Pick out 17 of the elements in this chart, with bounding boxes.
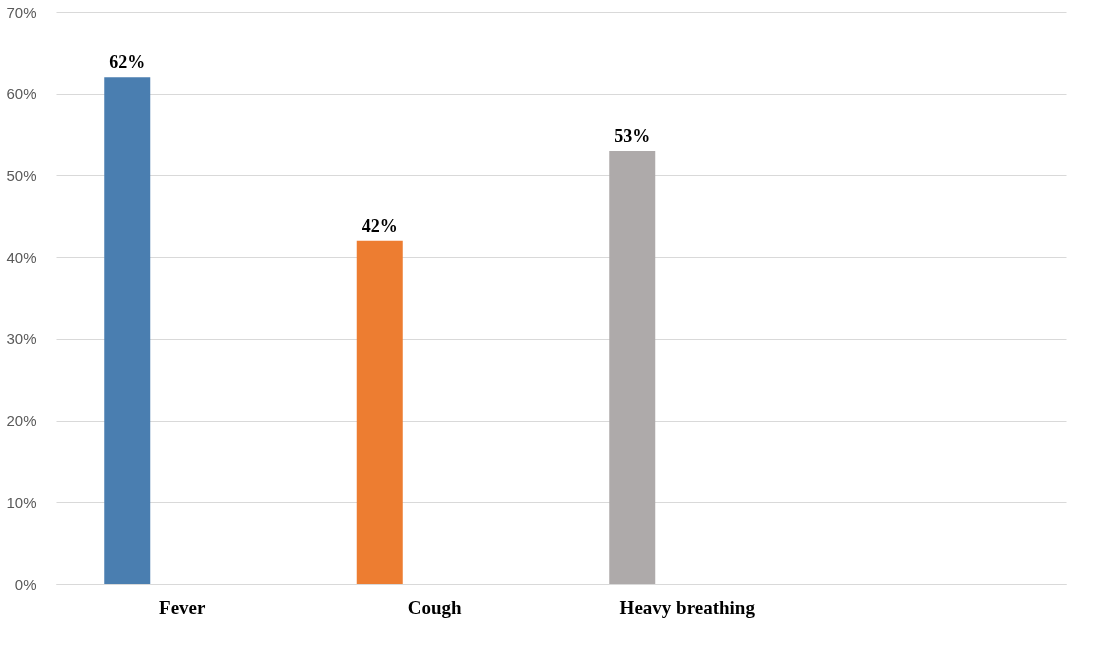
data-label: 53%	[614, 125, 651, 146]
y-tick-label: 20%	[6, 412, 37, 430]
y-tick-label: 50%	[6, 166, 37, 184]
bar	[104, 77, 151, 584]
x-tick-label: Cough	[407, 596, 463, 618]
x-tick-label: Heavy breathing	[619, 596, 756, 618]
y-tick-label: 70%	[6, 3, 37, 21]
bar	[356, 240, 403, 584]
bar	[609, 150, 656, 584]
data-label: 42%	[361, 215, 398, 236]
data-label: 62%	[109, 52, 146, 73]
y-tick-label: 10%	[6, 493, 37, 511]
x-tick-label: Fever	[159, 596, 207, 618]
y-tick-label: 0%	[14, 575, 37, 593]
y-tick-label: 30%	[6, 330, 37, 348]
y-tick-label: 60%	[6, 85, 37, 103]
y-tick-label: 40%	[6, 248, 37, 266]
